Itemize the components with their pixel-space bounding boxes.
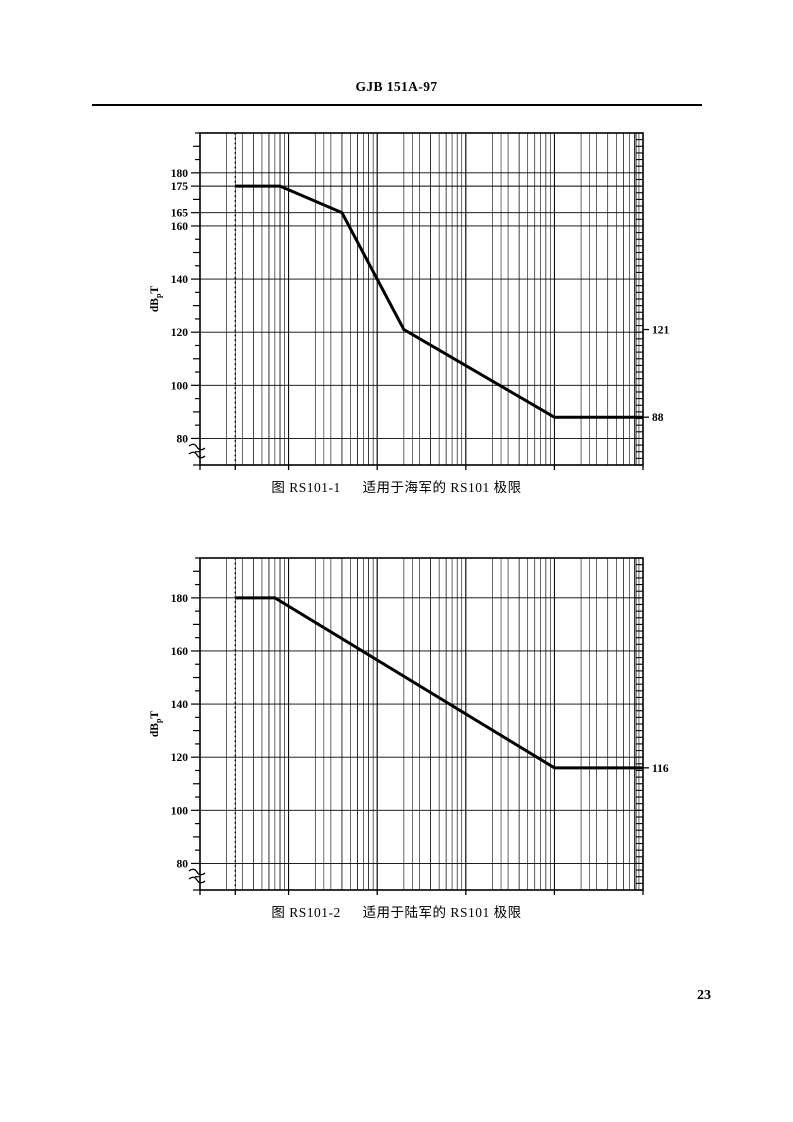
data-series-line — [235, 596, 643, 770]
x-axis-ticks: 10251001k10k100k1M — [199, 890, 644, 895]
annotation-label: 121 — [652, 325, 670, 337]
y-axis-break-icon-2 — [188, 451, 206, 459]
y-axis-ticks — [191, 557, 200, 891]
y-tick-label: 175 — [171, 181, 189, 193]
right-axis-ticks — [635, 557, 643, 891]
y-tick-label: 100 — [171, 805, 189, 817]
right-annotations: 116 — [643, 763, 669, 775]
y-tick-label: 80 — [177, 858, 189, 870]
chart-svg-2: 1801601401201008010251001k10k100k1M频率(Hz… — [149, 557, 669, 895]
header-rule — [92, 104, 702, 106]
chart-area-2: 1801601401201008010251001k10k100k1M频率(Hz… — [0, 550, 793, 895]
annotation-label: 116 — [652, 763, 669, 775]
right-annotations: 121 88 — [643, 325, 670, 424]
y-tick-label: 120 — [171, 752, 189, 764]
svg-text:dBpT: dBpT — [149, 286, 163, 313]
y-axis-break-icon — [188, 868, 206, 876]
figure-caption-text-2: 适用于陆军的 RS101 极限 — [362, 905, 522, 920]
figure-caption-number-2: 图 RS101-2 — [271, 905, 341, 920]
grid-lines — [199, 558, 644, 890]
y-tick-label: 140 — [171, 274, 189, 286]
figure-rs101-2: 1801601401201008010251001k10k100k1M频率(Hz… — [0, 550, 793, 921]
figure-caption-2: 图 RS101-2 适用于陆军的 RS101 极限 — [0, 901, 793, 921]
figure-caption-text-1: 适用于海军的 RS101 极限 — [362, 480, 522, 495]
y-tick-label: 80 — [177, 433, 189, 445]
page-number: 23 — [697, 988, 711, 1003]
y-tick-label: 160 — [171, 646, 189, 658]
x-axis-ticks: 10251001k10k100k1M — [199, 465, 644, 470]
y-tick-label: 165 — [171, 208, 189, 220]
y-axis-title: dBpT — [149, 711, 163, 738]
plot-frame — [199, 557, 644, 891]
right-axis-ticks — [635, 132, 643, 466]
y-tick-labels: 180 160 140 120 100 80 — [171, 593, 189, 871]
y-tick-label: 180 — [171, 168, 189, 180]
page-header: GJB 151A-97 — [0, 78, 793, 96]
figure-caption-1: 图 RS101-1 适用于海军的 RS101 极限 — [0, 476, 793, 496]
y-tick-label: 180 — [171, 593, 189, 605]
y-tick-label: 160 — [171, 221, 189, 233]
annotation-label: 88 — [652, 412, 664, 424]
standard-id: GJB 151A-97 — [355, 79, 438, 94]
y-tick-label: 140 — [171, 699, 189, 711]
svg-text:dBpT: dBpT — [149, 711, 163, 738]
plot-frame — [199, 132, 644, 466]
y-axis-title: dBpT — [149, 286, 163, 313]
y-axis-break-icon — [188, 443, 206, 451]
y-tick-label: 100 — [171, 380, 189, 392]
data-series-line — [235, 184, 643, 419]
figure-caption-number-1: 图 RS101-1 — [271, 480, 341, 495]
grid-lines — [199, 133, 644, 465]
y-axis-break-icon-2 — [188, 876, 206, 884]
y-tick-label: 120 — [171, 327, 189, 339]
y-axis-ticks — [191, 132, 200, 466]
